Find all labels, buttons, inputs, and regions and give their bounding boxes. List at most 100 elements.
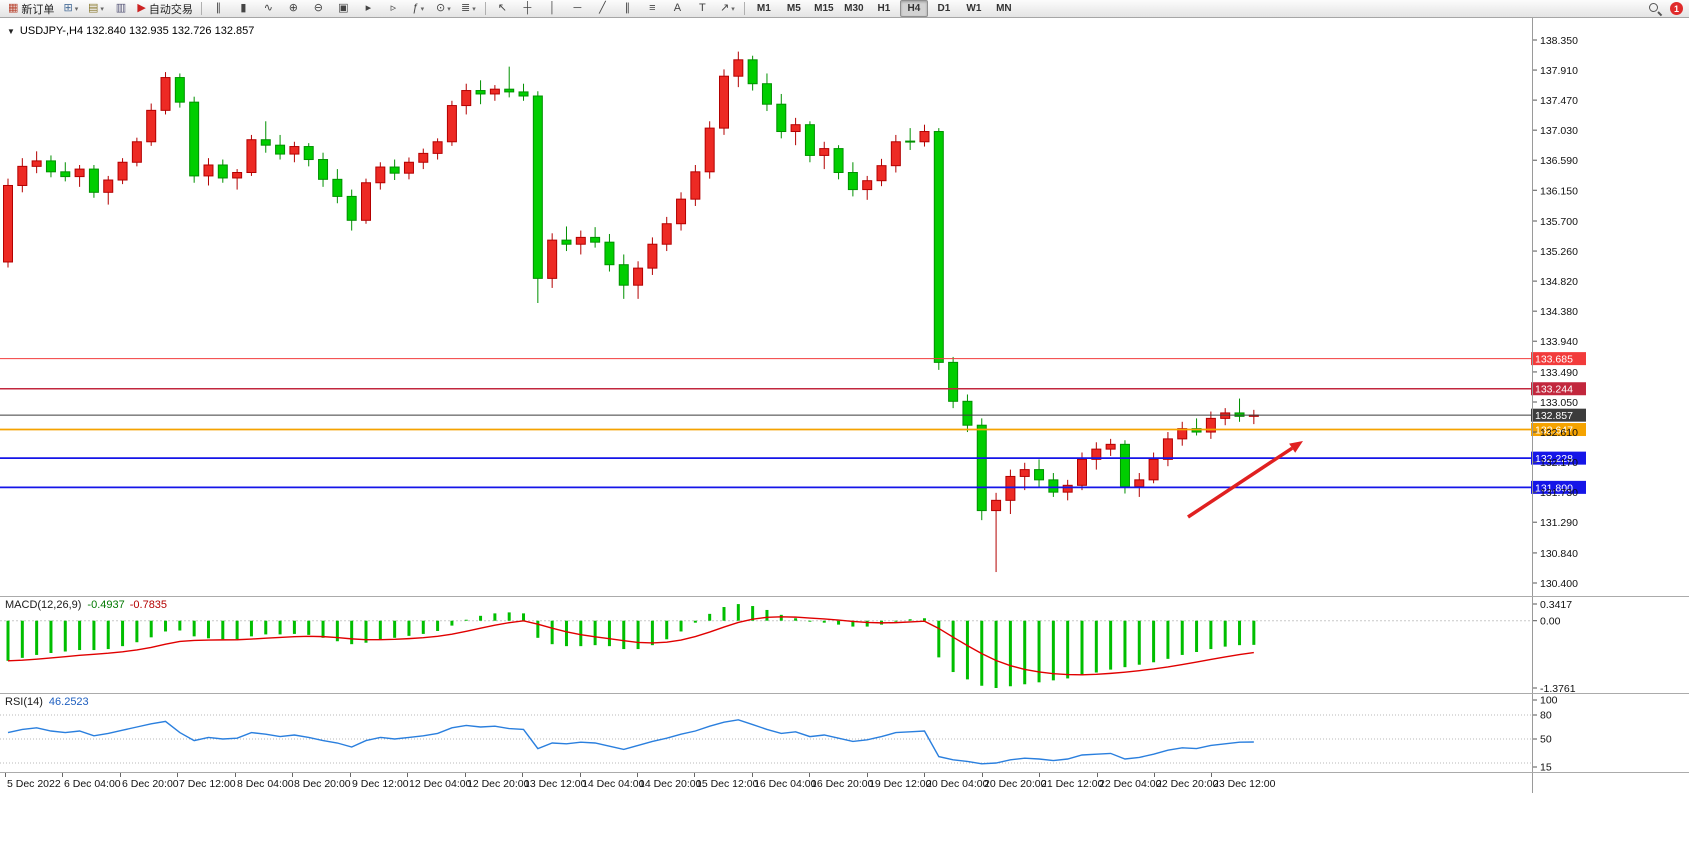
- candle[interactable]: [633, 261, 644, 299]
- label-button[interactable]: T: [691, 0, 714, 17]
- candle[interactable]: [733, 51, 744, 88]
- channel-button[interactable]: ∥: [616, 0, 639, 17]
- candle[interactable]: [232, 169, 243, 190]
- auto-scroll-button[interactable]: ▸: [357, 0, 380, 17]
- candle[interactable]: [761, 73, 772, 112]
- vertical-line-button[interactable]: │: [541, 0, 564, 17]
- arrows-button[interactable]: ↗ ▾: [716, 0, 739, 17]
- time-axis[interactable]: 5 Dec 2022 6 Dec 04:00 6 Dec 20:00 7 Dec 12…: [0, 772, 1689, 793]
- candle[interactable]: [246, 134, 257, 176]
- candle[interactable]: [1119, 440, 1130, 494]
- timeframe-m15[interactable]: M15: [814, 3, 834, 14]
- candle[interactable]: [561, 226, 572, 252]
- candle[interactable]: [962, 394, 973, 433]
- candle[interactable]: [919, 124, 930, 147]
- candle[interactable]: [332, 169, 343, 204]
- timeframe-m30[interactable]: M30: [844, 3, 864, 14]
- candle[interactable]: [819, 141, 830, 170]
- panel-separator-rsi[interactable]: [0, 693, 1689, 694]
- fibonacci-button[interactable]: ≡: [641, 0, 664, 17]
- line-chart-button[interactable]: ∿: [257, 0, 280, 17]
- candle[interactable]: [991, 492, 1002, 573]
- templates-button[interactable]: ≣ ▾: [457, 0, 480, 17]
- candle[interactable]: [389, 159, 400, 181]
- candle[interactable]: [618, 254, 629, 299]
- candle[interactable]: [933, 128, 944, 370]
- candle[interactable]: [976, 418, 987, 521]
- candle[interactable]: [575, 230, 586, 255]
- candle[interactable]: [361, 178, 371, 224]
- candle[interactable]: [948, 356, 959, 409]
- data-window-button[interactable]: ▥: [109, 0, 132, 17]
- candle[interactable]: [676, 192, 687, 231]
- profiles-button[interactable]: ▤ ▾: [84, 0, 107, 17]
- candle[interactable]: [375, 162, 386, 190]
- candle[interactable]: [74, 164, 85, 187]
- candle[interactable]: [432, 138, 443, 160]
- candle[interactable]: [504, 66, 515, 98]
- candle[interactable]: [117, 158, 128, 185]
- candle[interactable]: [103, 175, 114, 205]
- timeframe-h4[interactable]: H4: [899, 0, 928, 17]
- price-line-132.647[interactable]: 132.647: [0, 423, 1586, 437]
- candle[interactable]: [318, 152, 329, 187]
- trend-arrow[interactable]: [1187, 441, 1303, 519]
- candle[interactable]: [661, 216, 672, 252]
- symbol-collapse-icon[interactable]: ▼: [7, 26, 15, 36]
- candle[interactable]: [833, 145, 844, 180]
- candle[interactable]: [747, 55, 758, 91]
- candle[interactable]: [647, 237, 658, 275]
- candle[interactable]: [260, 121, 271, 153]
- candle[interactable]: [174, 73, 185, 108]
- candle[interactable]: [31, 151, 42, 174]
- candle[interactable]: [45, 155, 56, 178]
- zoom-in-button[interactable]: ⊕: [282, 0, 305, 17]
- timeframe-h1[interactable]: H1: [877, 3, 891, 14]
- candle[interactable]: [1205, 411, 1216, 439]
- candle[interactable]: [890, 134, 901, 173]
- candle[interactable]: [160, 72, 171, 115]
- trendline-button[interactable]: ╱: [591, 0, 614, 17]
- candle[interactable]: [446, 100, 457, 146]
- candle[interactable]: [1034, 459, 1045, 487]
- candle[interactable]: [1234, 398, 1245, 422]
- candle[interactable]: [1105, 438, 1116, 456]
- candle[interactable]: [590, 227, 601, 248]
- candle[interactable]: [489, 85, 500, 101]
- candle[interactable]: [1062, 479, 1073, 501]
- candle[interactable]: [3, 178, 13, 268]
- candlestick-button[interactable]: ▮: [232, 0, 255, 17]
- candle[interactable]: [1162, 432, 1173, 467]
- chart-shift-button[interactable]: ▹: [382, 0, 405, 17]
- price-line-133.244[interactable]: 133.244: [0, 382, 1586, 396]
- candle[interactable]: [1134, 473, 1145, 497]
- candle[interactable]: [418, 148, 429, 170]
- candle[interactable]: [804, 121, 815, 163]
- crosshair-button[interactable]: ┼: [516, 0, 539, 17]
- candle[interactable]: [289, 141, 300, 163]
- candle[interactable]: [518, 83, 529, 101]
- candle[interactable]: [847, 162, 858, 197]
- horizontal-line-button[interactable]: ─: [566, 0, 589, 17]
- candle[interactable]: [776, 93, 787, 139]
- periods-button[interactable]: ⊙ ▾: [432, 0, 455, 17]
- macd-indicator-panel[interactable]: MACD(12,26,9) -0.4937 -0.7835 0.3417 0.00 -1.…: [0, 596, 1689, 693]
- cursor-button[interactable]: ↖: [491, 0, 514, 17]
- candle[interactable]: [1148, 452, 1159, 484]
- candle[interactable]: [1019, 462, 1030, 491]
- price-line-133.685[interactable]: 133.685: [0, 352, 1586, 366]
- candle[interactable]: [547, 233, 558, 288]
- candle[interactable]: [346, 189, 357, 231]
- candle[interactable]: [146, 103, 157, 146]
- indicators-button[interactable]: ƒ ▾: [407, 0, 430, 17]
- candle[interactable]: [1177, 421, 1188, 446]
- autotrading-button[interactable]: ▶ 自动交易: [134, 0, 195, 17]
- timeframe-d1[interactable]: D1: [937, 3, 951, 14]
- candle[interactable]: [203, 158, 214, 186]
- candle[interactable]: [88, 164, 99, 198]
- timeframe-w1[interactable]: W1: [966, 3, 982, 14]
- candle[interactable]: [403, 157, 414, 180]
- bar-chart-button[interactable]: ∥: [207, 0, 230, 17]
- candle[interactable]: [1091, 442, 1102, 470]
- candle[interactable]: [790, 117, 801, 146]
